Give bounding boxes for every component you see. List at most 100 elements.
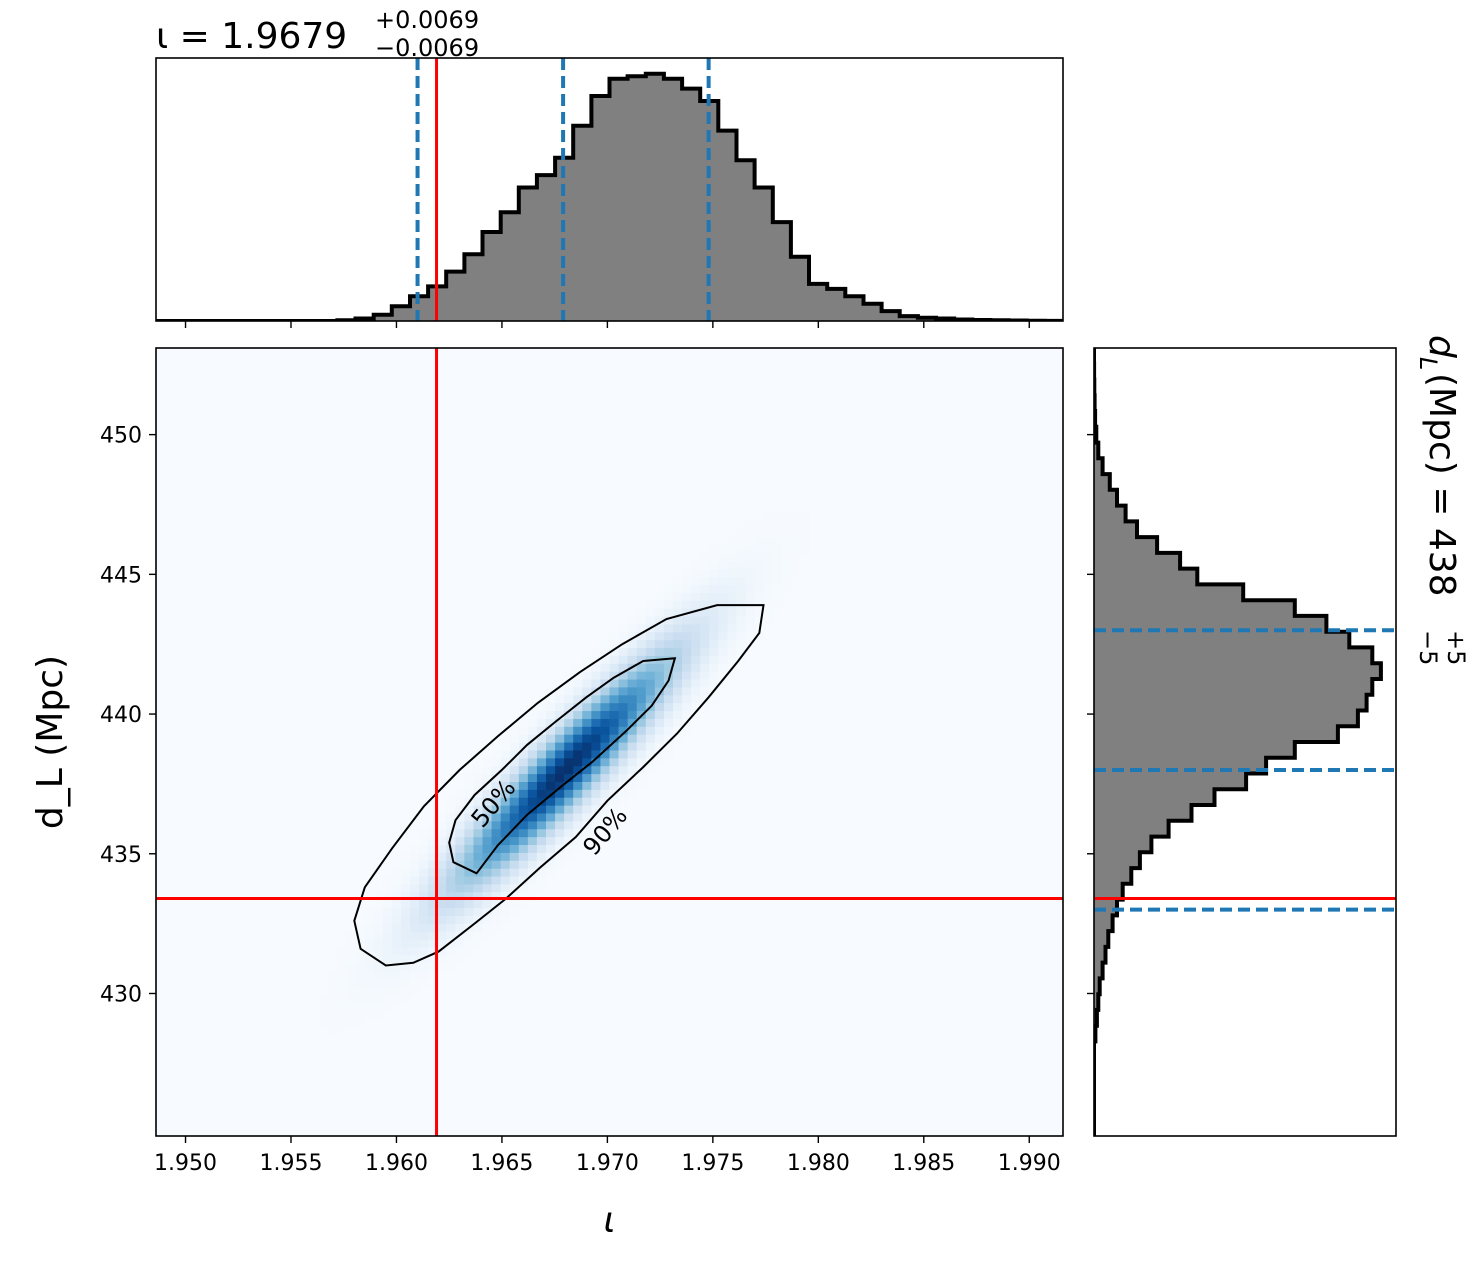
heatmap-cell [672,734,683,743]
heatmap-cell [527,773,538,782]
heatmap-cell [555,742,565,751]
heatmap-cell [464,828,475,838]
heatmap-cell [709,576,719,585]
heatmap-cell [346,970,357,979]
heatmap-cell [491,923,502,932]
heatmap-cell [564,820,574,830]
y-tick-label: 440 [100,703,142,728]
heatmap-cell [355,939,366,948]
heatmap-cell [763,513,774,522]
heatmap-cell [691,647,701,656]
heatmap-cell [482,931,493,940]
heatmap-cell [546,686,556,696]
heatmap-cell [382,946,393,956]
heatmap-cell [536,757,547,767]
heatmap-cell [400,970,411,979]
heatmap-cell [727,576,738,585]
heatmap-cell [582,828,592,838]
heatmap-cell [618,765,629,775]
heatmap-cell [400,875,411,885]
heatmap-cell [500,844,511,853]
heatmap-cell [500,836,511,846]
y-tick-label: 450 [100,424,142,449]
heatmap-cell [428,962,438,972]
heatmap-cell [382,962,393,972]
heatmap-cell [527,820,538,830]
heatmap-cell [691,702,701,712]
heatmap-cell [346,1002,357,1011]
heatmap-cell [718,655,729,664]
heatmap-cell [645,694,656,704]
heatmap-cell [473,765,484,775]
heatmap-cell [618,789,629,798]
heatmap-cell [654,694,665,704]
heatmap-cell [518,852,529,861]
heatmap-cell [618,694,629,704]
heatmap-cell [555,694,565,704]
heatmap-cell [391,883,402,893]
heatmap-cell [600,726,611,735]
heatmap-cell [527,891,538,901]
heatmap-cell [536,765,547,775]
heatmap-cell [682,694,692,704]
heatmap-cell [573,844,583,853]
heatmap-cell [409,915,420,924]
heatmap-cell [391,875,402,885]
heatmap-cell [446,899,456,909]
heatmap-cell [700,686,710,696]
heatmap-cell [473,828,484,838]
heatmap-cell [500,907,511,916]
heatmap-cell [609,749,620,759]
heatmap-cell [419,875,429,885]
heatmap-cell [509,805,520,814]
heatmap-cell [464,899,475,909]
heatmap-cell [446,891,456,901]
heatmap-cell [682,592,692,601]
heatmap-cell [591,765,602,775]
heatmap-cell [618,686,629,696]
heatmap-cell [654,678,665,688]
heatmap-cell [718,671,729,680]
heatmap-cell [663,749,674,759]
x-tick-label: 1.950 [154,1151,217,1176]
heatmap-cell [645,647,656,656]
x-tick-label: 1.980 [787,1151,850,1176]
heatmap-cell [536,702,547,712]
heatmap-cell [718,647,729,656]
heatmap-cell [437,946,447,956]
heatmap-cell [618,710,629,719]
heatmap-cell [482,773,493,782]
heatmap-cell [509,828,520,838]
heatmap-cell [591,781,602,790]
heatmap-cell [654,734,665,743]
heatmap-cell [364,915,375,924]
heatmap-cell [428,860,438,869]
heatmap-cell [591,820,602,830]
heatmap-cell [582,718,592,727]
heatmap-cell [446,883,456,893]
heatmap-cell [682,647,692,656]
heatmap-cell [409,907,420,916]
heatmap-cell [645,678,656,688]
heatmap-cell [419,923,429,932]
heatmap-cell [391,939,402,948]
heatmap-cell [500,883,511,893]
heatmap-cell [682,600,692,609]
heatmap-cell [328,994,338,1003]
heatmap-cell [609,678,620,688]
heatmap-cell [645,718,656,727]
heatmap-cell [609,718,620,727]
heatmap-cell [355,978,366,987]
joint-panel-frame [155,347,1064,1137]
heatmap-cell [582,773,592,782]
heatmap-cell [582,789,592,798]
heatmap-cell [682,710,692,719]
heatmap-cell [437,836,447,846]
heatmap-cell [364,946,375,956]
heatmap-cell [609,805,620,814]
heatmap-cell [364,931,375,940]
heatmap-cell [754,552,765,562]
heatmap-cell [763,521,774,530]
heatmap-cell [772,552,783,562]
heatmap-cell [555,765,565,775]
